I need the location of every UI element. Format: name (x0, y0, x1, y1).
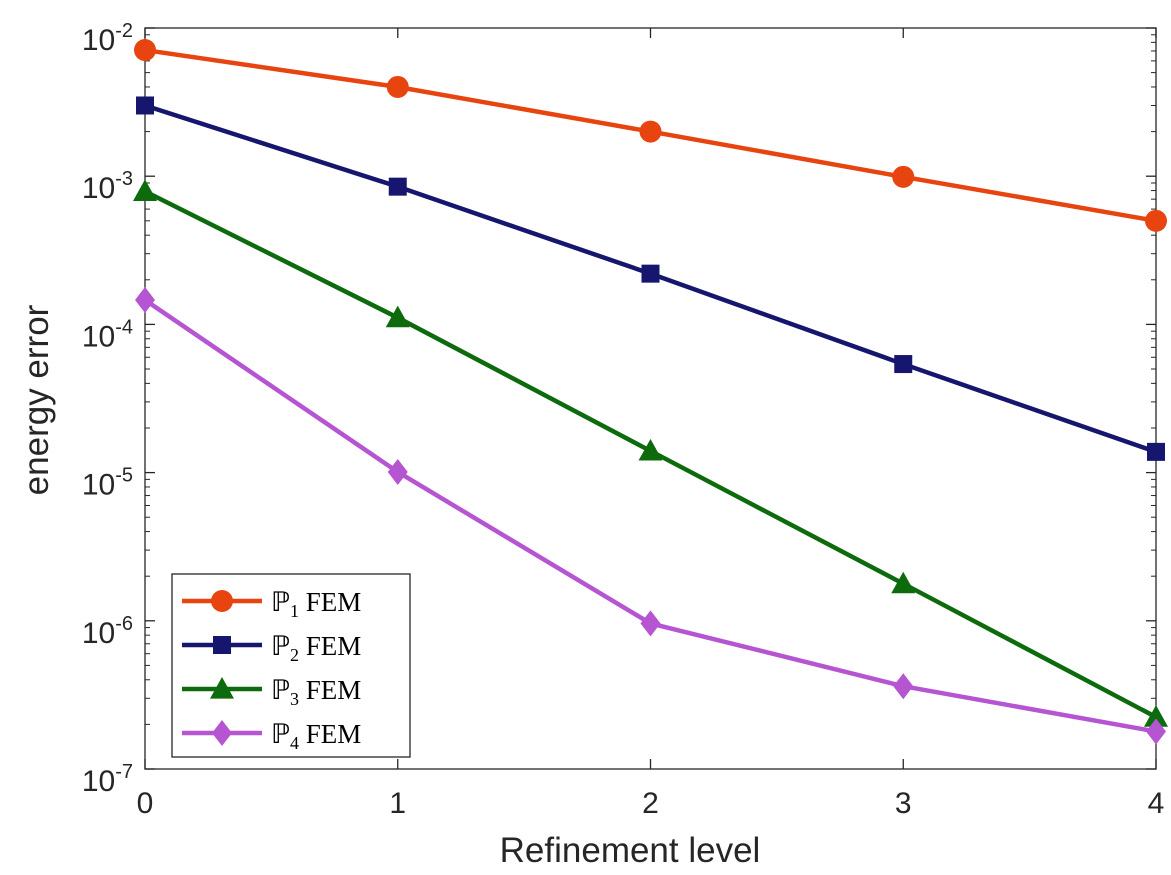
series-4 (135, 287, 1166, 745)
data-point (894, 355, 913, 374)
data-point (891, 571, 916, 594)
data-point (1147, 442, 1165, 461)
legend-label: ℙ4 FEM (271, 719, 361, 753)
x-tick-label: 2 (642, 787, 659, 820)
data-point (892, 165, 915, 188)
data-point (212, 720, 232, 746)
legend: ℙ1 FEM ℙ2 FEM ℙ3 FEM ℙ4 FEM (171, 573, 411, 758)
data-point (213, 636, 231, 654)
x-tick-label: 3 (895, 787, 912, 820)
legend-item: ℙ3 FEM (182, 675, 361, 709)
axes: 10-7 10-6 10-5 10-4 10-3 10-2 0 1 2 3 4 (82, 20, 1165, 820)
series-1 (134, 39, 1167, 232)
data-point (210, 677, 234, 699)
data-point (1144, 705, 1168, 727)
data-point (133, 179, 157, 201)
data-point (385, 305, 410, 328)
x-tick-label: 0 (137, 787, 154, 820)
legend-label: ℙ1 FEM (271, 587, 361, 621)
data-point (639, 120, 662, 143)
data-point (388, 177, 407, 196)
y-axis-label: energy error (17, 304, 56, 495)
y-tick-label: 10-5 (82, 465, 133, 502)
y-tick-label: 10-2 (82, 20, 133, 57)
data-point (1146, 718, 1166, 745)
data-point (1145, 209, 1167, 232)
legend-item: ℙ1 FEM (182, 587, 361, 621)
data-point (211, 590, 233, 612)
y-tick-label: 10-6 (82, 613, 133, 650)
x-tick-label: 1 (389, 787, 406, 820)
legend-item: ℙ4 FEM (182, 719, 361, 753)
data-point (640, 610, 661, 637)
x-axis-label: Refinement level (500, 831, 761, 870)
data-point (134, 39, 156, 62)
data-point (638, 438, 663, 461)
series-layer (133, 39, 1168, 745)
series-2 (136, 96, 1165, 461)
y-tick-label: 10-3 (82, 168, 133, 205)
y-tick-label: 10-4 (82, 316, 133, 353)
legend-item: ℙ2 FEM (182, 631, 361, 665)
data-point (893, 673, 914, 700)
data-point (641, 264, 660, 283)
data-point (136, 96, 154, 115)
series-3 (133, 179, 1168, 727)
data-point (387, 458, 408, 485)
y-tick-label: 10-7 (82, 761, 133, 798)
legend-label: ℙ3 FEM (271, 675, 361, 709)
x-tick-label: 4 (1148, 787, 1165, 820)
legend-label: ℙ2 FEM (271, 631, 361, 665)
data-point (386, 75, 409, 98)
data-point (135, 287, 155, 314)
